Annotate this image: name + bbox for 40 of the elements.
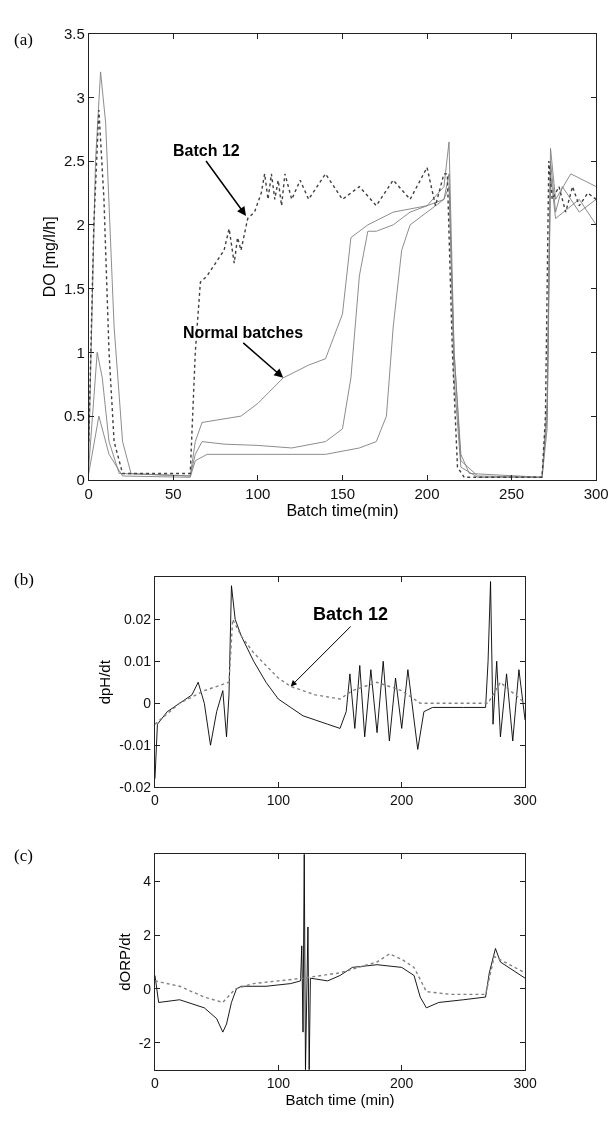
y-tick-label: 0 (143, 980, 152, 997)
x-tick-label: 300 (583, 484, 609, 502)
text: (a) (14, 30, 33, 49)
y-tick-label: 4 (143, 873, 152, 890)
y-axis-title: DO [mg/l/h] (40, 216, 58, 298)
y-tick-label: 0.5 (63, 407, 85, 425)
x-axis-title: Batch time (min) (285, 1090, 395, 1108)
x-tick-label: 200 (414, 484, 440, 502)
x-tick-label: 300 (513, 791, 537, 808)
text: (c) (14, 846, 33, 865)
x-tick-label: 100 (245, 484, 271, 502)
y-tick-label: 2.5 (63, 152, 85, 170)
y-tick-label: 0.01 (123, 653, 152, 670)
y-tick-label: 0 (143, 695, 152, 712)
x-tick-label: 200 (390, 791, 414, 808)
y-axis-title: dORP/dt (115, 932, 133, 991)
y-tick-label: 2 (76, 216, 85, 234)
annotation: Batch 12 (173, 142, 240, 159)
y-tick-label: 3.5 (63, 24, 85, 42)
y-tick-label: -0.02 (119, 779, 152, 796)
x-tick-label: 100 (266, 1074, 291, 1091)
y-tick-label: 0.02 (123, 611, 152, 628)
annotation: Normal batches (183, 324, 304, 341)
y-tick-label: 2 (143, 926, 152, 943)
y-tick-label: 3 (76, 88, 85, 106)
y-tick-label: -0.01 (119, 737, 152, 754)
x-axis-title: Batch time(min) (286, 501, 399, 519)
x-tick-label: 250 (499, 484, 525, 502)
text: (b) (14, 570, 34, 589)
annotation: Batch 12 (313, 604, 389, 624)
x-tick-label: 100 (266, 791, 291, 808)
y-tick-label: 0 (76, 471, 85, 489)
y-tick-label: -2 (138, 1034, 152, 1051)
y-axis-title: dpH/dt (96, 659, 114, 705)
x-tick-label: 50 (164, 484, 182, 502)
x-tick-label: 300 (513, 1074, 537, 1091)
y-tick-label: 1.5 (63, 279, 85, 297)
y-tick-label: 1 (76, 343, 85, 361)
x-tick-label: 200 (390, 1074, 414, 1091)
x-tick-label: 150 (329, 484, 355, 502)
